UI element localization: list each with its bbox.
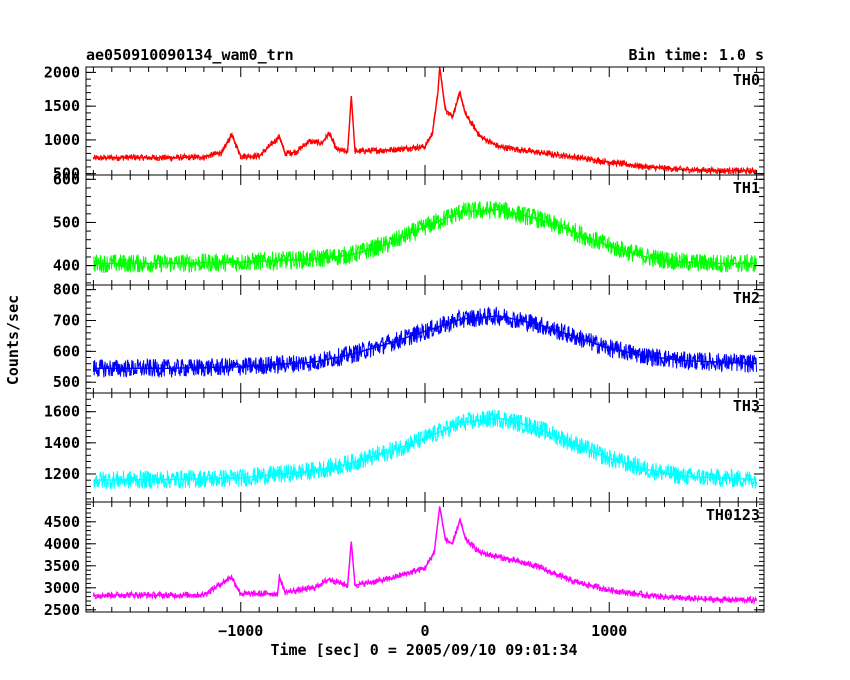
y-tick-label: 1000 [44, 131, 80, 149]
series-th2 [92, 306, 757, 379]
y-axis-label: Counts/sec [4, 295, 22, 385]
x-tick-label: 0 [420, 622, 429, 640]
y-tick-label: 500 [53, 165, 80, 183]
y-tick-label: 700 [53, 311, 80, 329]
panel-th0123: 2500 3000 3500 4000 4500 TH0123 [44, 501, 765, 619]
y-tick-label: 500 [53, 373, 80, 391]
y-tick-label: 1500 [44, 97, 80, 115]
panel-frame [85, 66, 765, 176]
panel-name-label: TH3 [733, 397, 760, 415]
series-trend-th0123 [93, 506, 757, 601]
series-trend-th0 [93, 67, 757, 172]
y-tick-label: 600 [53, 170, 80, 188]
y-tick-label: 1200 [44, 465, 80, 483]
y-tick-label: 3000 [44, 579, 80, 597]
panel-name-label: TH2 [733, 289, 760, 307]
y-tick-label: 2500 [44, 601, 80, 619]
x-axis-label: Time [sec] 0 = 2005/09/10 09:01:34 [270, 641, 577, 659]
series-trend-th1 [93, 208, 757, 265]
y-tick-label: 4000 [44, 535, 80, 553]
y-tick-label: 4500 [44, 513, 80, 531]
panel-name-label: TH1 [733, 179, 760, 197]
x-tick-label: 1000 [591, 622, 627, 640]
series-trend-th2 [93, 315, 757, 369]
y-tick-label: 500 [53, 213, 80, 231]
y-tick-label: 400 [53, 257, 80, 275]
x-tick-label: −1000 [218, 622, 263, 640]
series-line-th1 [92, 200, 757, 274]
series-th0 [92, 67, 757, 175]
series-line-th3 [93, 409, 757, 490]
y-tick-label: 1400 [44, 434, 80, 452]
y-tick-label: 600 [53, 342, 80, 360]
series-trend-th3 [93, 417, 757, 481]
panel-th2: 500 600 700 800 TH2 [53, 281, 765, 394]
y-tick-label: 3500 [44, 557, 80, 575]
panel-th1: 400 500 600 TH1 [53, 170, 765, 286]
chart-title: ae050910090134_wam0_trn [86, 46, 294, 64]
y-tick-label: 2000 [44, 63, 80, 81]
series-th3 [93, 409, 757, 490]
panel-name-label: TH0123 [706, 506, 760, 524]
bin-time-label: Bin time: 1.0 s [629, 46, 764, 64]
panel-th0: 500 1000 1500 2000 TH0 [44, 63, 765, 183]
y-tick-label: 800 [53, 281, 80, 299]
series-line-th2 [92, 306, 757, 379]
panel-frame [85, 392, 765, 503]
series-th1 [92, 200, 757, 274]
panel-th3: 1200 1400 1600 TH3 [44, 392, 765, 503]
panel-name-label: TH0 [733, 71, 760, 89]
series-th0123 [92, 505, 757, 605]
series-line-th0 [92, 68, 757, 175]
y-tick-label: 1600 [44, 403, 80, 421]
series-line-th0123 [92, 505, 757, 605]
